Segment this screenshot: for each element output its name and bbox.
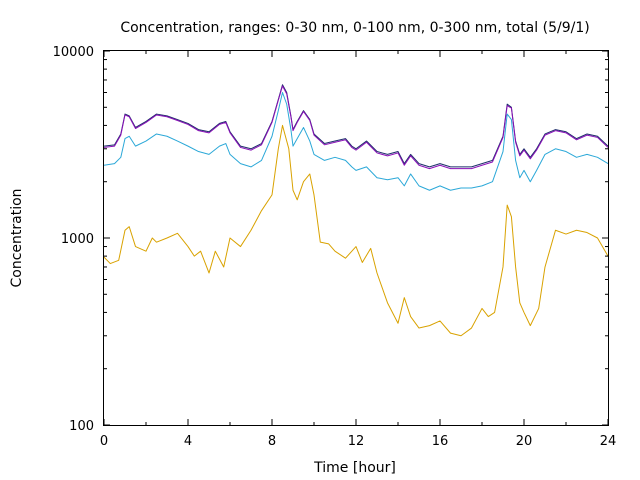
series-line-range-0-300 bbox=[103, 85, 609, 170]
x-tick-label-2: 8 bbox=[268, 434, 276, 449]
series-line-range-0-30 bbox=[103, 124, 609, 337]
series-line-range-0-100 bbox=[103, 91, 609, 191]
x-tick-label-1: 4 bbox=[184, 434, 192, 449]
series-layer bbox=[103, 84, 609, 337]
x-tick-label-5: 20 bbox=[516, 434, 533, 449]
y-axis-label: Concentration bbox=[9, 188, 25, 287]
y-axis: 100 1000 10000 bbox=[53, 45, 608, 434]
y-tick-label-2: 10000 bbox=[53, 45, 94, 60]
y-tick-label-1: 1000 bbox=[61, 232, 94, 247]
chart-title: Concentration, ranges: 0-30 nm, 0-100 nm… bbox=[120, 20, 589, 36]
y-tick-label-0: 100 bbox=[69, 419, 94, 434]
x-axis-label: Time [hour] bbox=[313, 460, 396, 476]
x-tick-label-4: 16 bbox=[432, 434, 449, 449]
x-axis: 0 4 8 12 16 20 24 bbox=[100, 51, 616, 449]
x-tick-label-6: 24 bbox=[600, 434, 617, 449]
plot-frame bbox=[103, 50, 609, 426]
x-tick-label-0: 0 bbox=[100, 434, 108, 449]
x-tick-label-3: 12 bbox=[348, 434, 365, 449]
